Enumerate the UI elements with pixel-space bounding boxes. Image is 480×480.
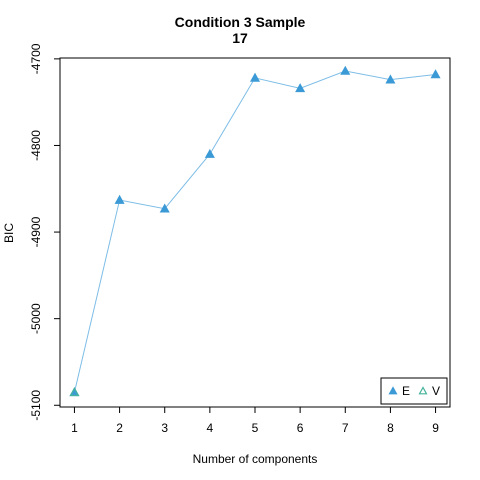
y-tick-label: -4800 — [29, 130, 43, 161]
x-tick-label: 1 — [71, 421, 78, 435]
marker — [69, 387, 80, 397]
marker — [340, 65, 351, 75]
legend-marker — [418, 386, 428, 395]
y-tick-label: -5100 — [29, 390, 43, 421]
marker — [204, 148, 215, 158]
x-tick-label: 7 — [342, 421, 349, 435]
marker — [114, 194, 125, 204]
x-tick-label: 3 — [161, 421, 168, 435]
x-tick-label: 9 — [432, 421, 439, 435]
x-axis-label: Number of components — [193, 452, 318, 466]
legend-label: E — [402, 384, 410, 398]
plot-frame — [59, 57, 451, 408]
chart-title: Condition 3 Sample 17 — [174, 14, 306, 46]
x-tick-label: 6 — [297, 421, 304, 435]
marker — [385, 74, 396, 84]
marker — [430, 69, 441, 79]
y-tick-label: -4900 — [29, 216, 43, 247]
x-tick-label: 4 — [207, 421, 214, 435]
x-tick-label: 2 — [116, 421, 123, 435]
marker — [159, 203, 170, 213]
y-axis-label: BIC — [2, 223, 16, 243]
marker — [295, 83, 306, 93]
y-tick-label: -4700 — [29, 43, 43, 74]
marker — [249, 72, 261, 82]
series-line — [73, 70, 436, 393]
x-tick-label: 8 — [387, 421, 394, 435]
y-tick-label: -5000 — [29, 303, 43, 334]
legend-label: V — [432, 384, 440, 398]
x-tick-label: 5 — [252, 421, 259, 435]
legend-marker — [388, 386, 398, 395]
